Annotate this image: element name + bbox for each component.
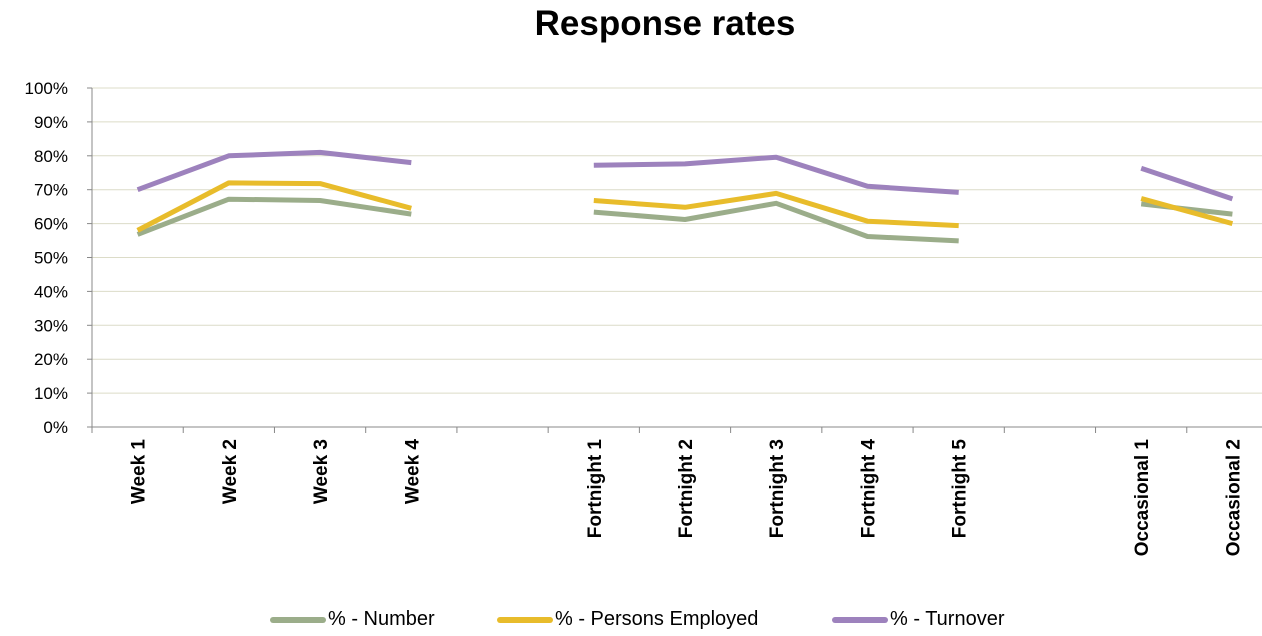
x-tick-label: Week 1: [129, 439, 150, 505]
x-tick-label: Occasional 2: [1223, 439, 1244, 556]
y-tick-label: 60%: [34, 215, 68, 234]
y-tick-label: 20%: [34, 350, 68, 369]
tick-labels: 0% 10% 20% 30% 40% 50% 60% 70% 80% 90% 100% Week 1 W…: [25, 79, 1245, 556]
gridlines: [92, 87, 1262, 394]
x-tick-label: Fortnight 2: [676, 439, 697, 538]
x-tick-label: Fortnight 4: [858, 439, 879, 539]
y-tick-label: 10%: [34, 384, 68, 403]
x-tick-label: Fortnight 1: [585, 439, 606, 539]
legend-item: % - Persons Employed: [497, 608, 758, 631]
series-lines: [136, 149, 1234, 244]
legend-label: % - Persons Employed: [555, 608, 759, 630]
y-tick-label: 90%: [34, 113, 68, 132]
legend-label: % - Turnover: [890, 608, 1005, 630]
series-line-2: [1140, 196, 1234, 227]
line-chart: 0% 10% 20% 30% 40% 50% 60% 70% 80% 90% 100% Week 1 W…: [25, 79, 1262, 556]
series-line-3: [136, 149, 412, 193]
legend: % - Number % - Persons Employed % - Turnov…: [0, 608, 1262, 636]
x-tick-label: Week 3: [311, 439, 332, 504]
legend-swatch: [497, 616, 553, 623]
y-tick-label: 40%: [34, 282, 68, 301]
series-line-3: [1140, 165, 1234, 202]
y-tick-label: 100%: [25, 79, 68, 98]
y-tick-label: 30%: [34, 316, 68, 335]
x-tick-label: Week 4: [402, 439, 423, 505]
x-tick-label: Fortnight 3: [767, 439, 788, 538]
legend-item: % - Number: [270, 608, 435, 631]
x-tick-label: Week 2: [220, 439, 241, 504]
series-line-1: [136, 196, 412, 237]
series-line-1: [593, 200, 959, 244]
series-line-2: [136, 180, 412, 233]
legend-item: % - Turnover: [832, 608, 1004, 631]
series-line-2: [593, 190, 959, 229]
x-tick-label: Fortnight 5: [950, 439, 971, 539]
y-tick-label: 0%: [43, 418, 68, 437]
axes: [87, 87, 1262, 433]
legend-swatch: [270, 616, 326, 623]
x-tick-label: Occasional 1: [1132, 439, 1153, 557]
series-line-3: [593, 154, 959, 195]
chart-title: Response rates: [534, 4, 796, 43]
legend-label: % - Number: [328, 608, 435, 630]
y-tick-label: 70%: [34, 181, 68, 200]
y-tick-label: 50%: [34, 249, 68, 268]
legend-swatch: [832, 616, 888, 623]
y-tick-label: 80%: [34, 147, 68, 166]
